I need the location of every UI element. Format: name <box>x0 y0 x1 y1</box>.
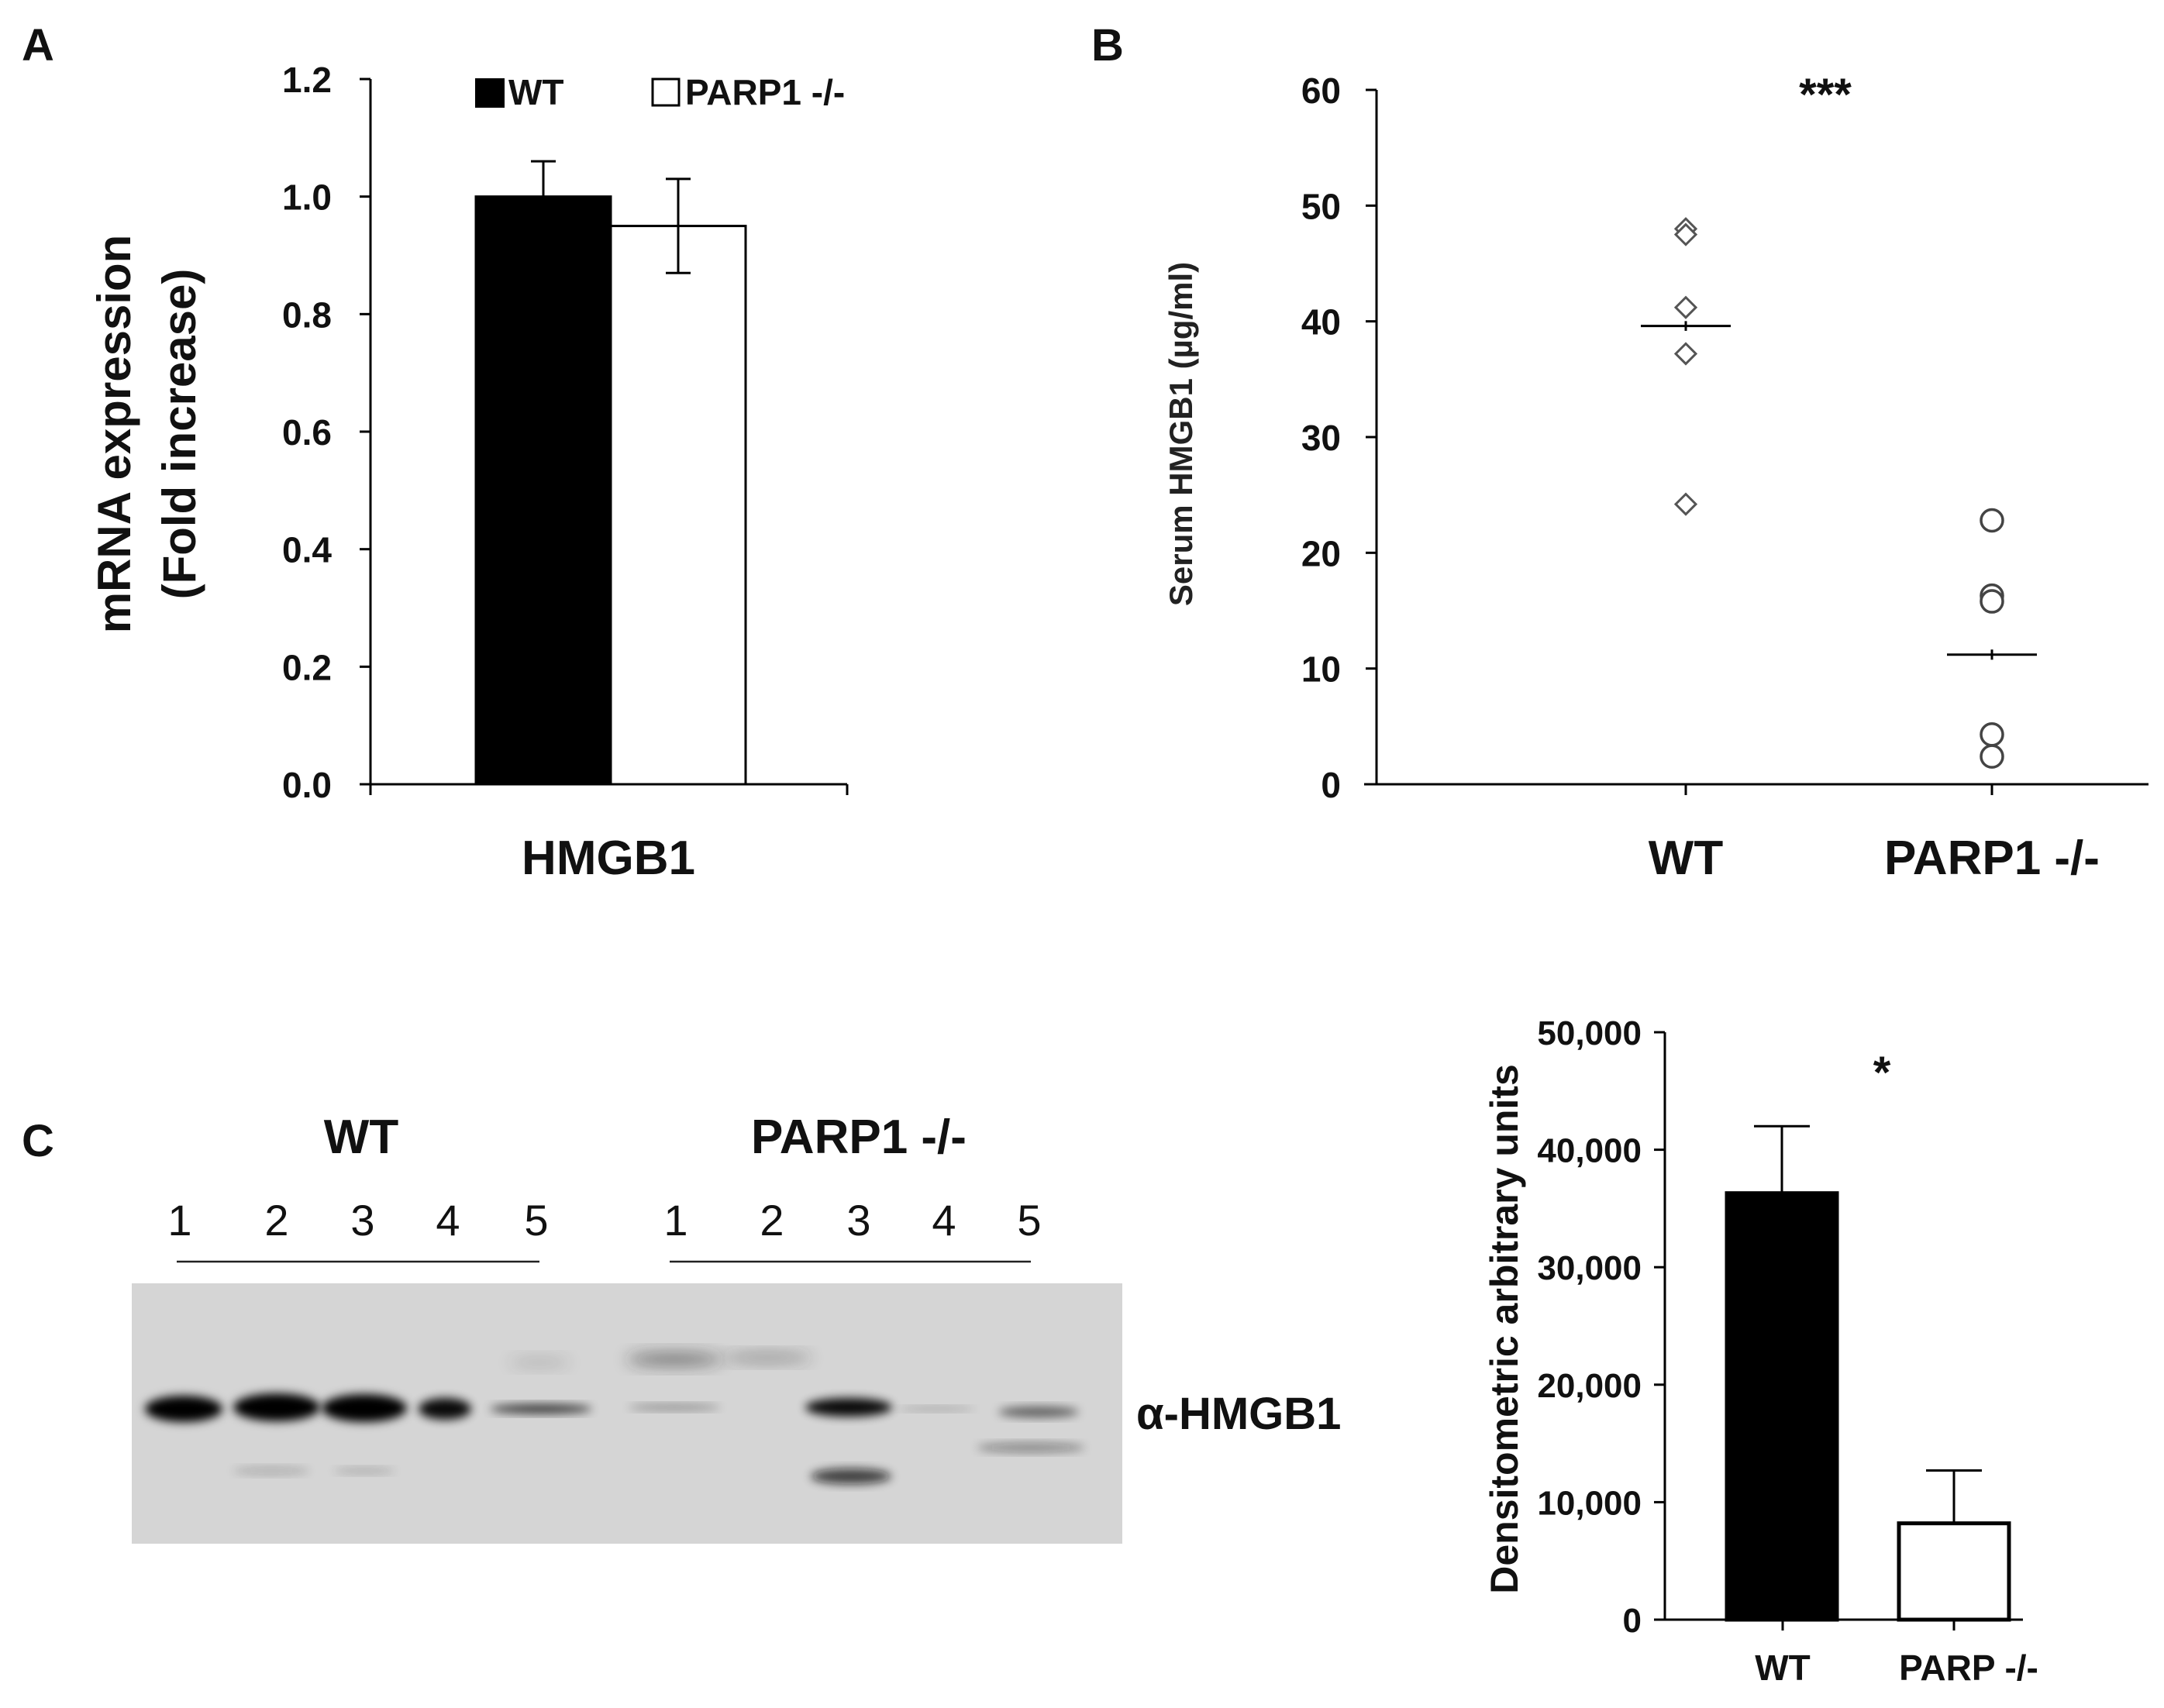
a-legend-swatch-wt <box>475 78 505 108</box>
b-y-tick-label: 10 <box>1301 649 1341 690</box>
d-x-label-parp: PARP -/- <box>1899 1648 2038 1688</box>
blot-lane-number-parp1: 4 <box>932 1196 956 1245</box>
b-x-label-wt: WT <box>1649 832 1724 885</box>
d-y-axis-title: Densitometric arbitrary units <box>1483 1064 1526 1594</box>
a-legend-swatch-parp1 <box>651 77 681 107</box>
d-bar-parp <box>1897 1521 2011 1622</box>
blot-upper-band <box>626 1353 722 1365</box>
blot-group-wt: WT <box>324 1111 399 1164</box>
b-point-parp1 <box>1980 722 2004 747</box>
b-y-tick-label: 40 <box>1301 302 1341 343</box>
d-y-tick-label: 30,000 <box>1537 1249 1642 1287</box>
blot-band <box>322 1394 407 1422</box>
b-significance-annotation: *** <box>1799 70 1852 120</box>
blot-group-parp1: PARP1 -/- <box>751 1111 967 1164</box>
b-point-wt <box>1673 492 1698 516</box>
panel-c-label: C <box>22 1116 54 1166</box>
b-x-label-parp1: PARP1 -/- <box>1884 832 2100 885</box>
b-point-parp1 <box>1980 508 2004 533</box>
d-y-tick-label: 20,000 <box>1537 1367 1642 1405</box>
b-y-tick-label: 20 <box>1301 533 1341 573</box>
blot-band <box>145 1396 222 1422</box>
b-point-parp1 <box>1980 744 2004 769</box>
panel-c-quant-chart: 0 10,000 20,000 30,000 40,000 50,000 Densitom… <box>1483 1014 2038 1688</box>
blot-lane-number-wt: 5 <box>524 1196 548 1245</box>
a-y-tick-label: 0.8 <box>282 294 332 335</box>
b-point-wt <box>1673 342 1698 366</box>
panel-a-chart: 0.0 0.2 0.4 0.6 0.8 1.0 1.2 mRNA expression (F… <box>88 60 849 885</box>
blot-lower-band <box>977 1443 1085 1452</box>
a-y-tick-label: 1.2 <box>282 60 332 100</box>
blot-lane-number-wt: 1 <box>167 1196 191 1245</box>
b-y-tick-label: 30 <box>1301 418 1341 458</box>
blot-band <box>490 1404 592 1414</box>
blot-upper-band <box>508 1358 570 1367</box>
blot-band <box>628 1404 721 1410</box>
blot-band <box>419 1398 471 1420</box>
d-x-label-wt: WT <box>1755 1648 1811 1688</box>
blot-lane-number-wt: 4 <box>436 1196 460 1245</box>
panel-b-label: B <box>1091 20 1124 71</box>
blot-lane-number-parp1: 2 <box>760 1196 784 1245</box>
panel-a-label: A <box>22 20 54 71</box>
blot-lane-number-parp1: 3 <box>846 1196 870 1245</box>
a-bar-parp1 <box>609 225 747 786</box>
a-y-axis-title-line1: mRNA expression <box>88 235 140 634</box>
blot-lane-number-wt: 3 <box>350 1196 374 1245</box>
blot-band <box>805 1398 892 1417</box>
b-y-tick-label: 0 <box>1321 765 1341 805</box>
blot-lane-number-parp1: 1 <box>663 1196 687 1245</box>
a-bar-wt <box>474 195 612 786</box>
blot-antibody-label: α-HMGB1 <box>1136 1389 1341 1439</box>
a-y-tick-label: 0.4 <box>282 530 332 570</box>
b-y-tick-label: 50 <box>1301 186 1341 226</box>
panel-b-chart: 0 10 20 30 40 50 60 Serum HMGB1 (µg/ml) WT PAR… <box>1163 70 2148 885</box>
b-point-wt <box>1673 222 1698 246</box>
blot-lane-number-wt: 2 <box>264 1196 288 1245</box>
blot-band <box>898 1407 975 1411</box>
blot-upper-band <box>722 1353 812 1362</box>
d-y-tick-label: 40,000 <box>1537 1132 1642 1170</box>
a-x-category-label: HMGB1 <box>522 832 695 885</box>
a-legend-label-parp1: PARP1 -/- <box>685 72 845 112</box>
a-legend-label-wt: WT <box>508 72 564 112</box>
d-y-tick-label: 50,000 <box>1537 1014 1642 1052</box>
blot-band <box>998 1407 1079 1417</box>
b-y-axis-title: Serum HMGB1 (µg/ml) <box>1163 262 1199 606</box>
blot-lane-number-parp1: 5 <box>1017 1196 1041 1245</box>
blot-lower-band <box>811 1469 891 1484</box>
a-y-tick-label: 0.2 <box>282 647 332 687</box>
a-y-tick-label: 0.6 <box>282 412 332 453</box>
a-y-tick-label: 1.0 <box>282 177 332 218</box>
a-y-axis-title-line2: (Fold increase) <box>153 269 205 600</box>
blot-band <box>233 1393 320 1421</box>
b-y-tick-label: 60 <box>1301 71 1341 111</box>
a-y-tick-label: 0.0 <box>282 765 332 805</box>
d-significance-annotation: * <box>1873 1048 1891 1098</box>
blot-lower-band <box>233 1467 310 1475</box>
d-bar-wt <box>1725 1191 1839 1622</box>
blot-lower-band <box>333 1468 395 1474</box>
panel-c-blot: WT PARP1 -/- 1 2 3 4 5 1 2 3 4 5 α-HMGB1 <box>132 1111 1341 1544</box>
b-point-parp1 <box>1980 589 2004 614</box>
b-point-wt <box>1673 295 1698 319</box>
d-y-tick-label: 0 <box>1623 1602 1642 1640</box>
d-y-tick-label: 10,000 <box>1537 1484 1642 1522</box>
